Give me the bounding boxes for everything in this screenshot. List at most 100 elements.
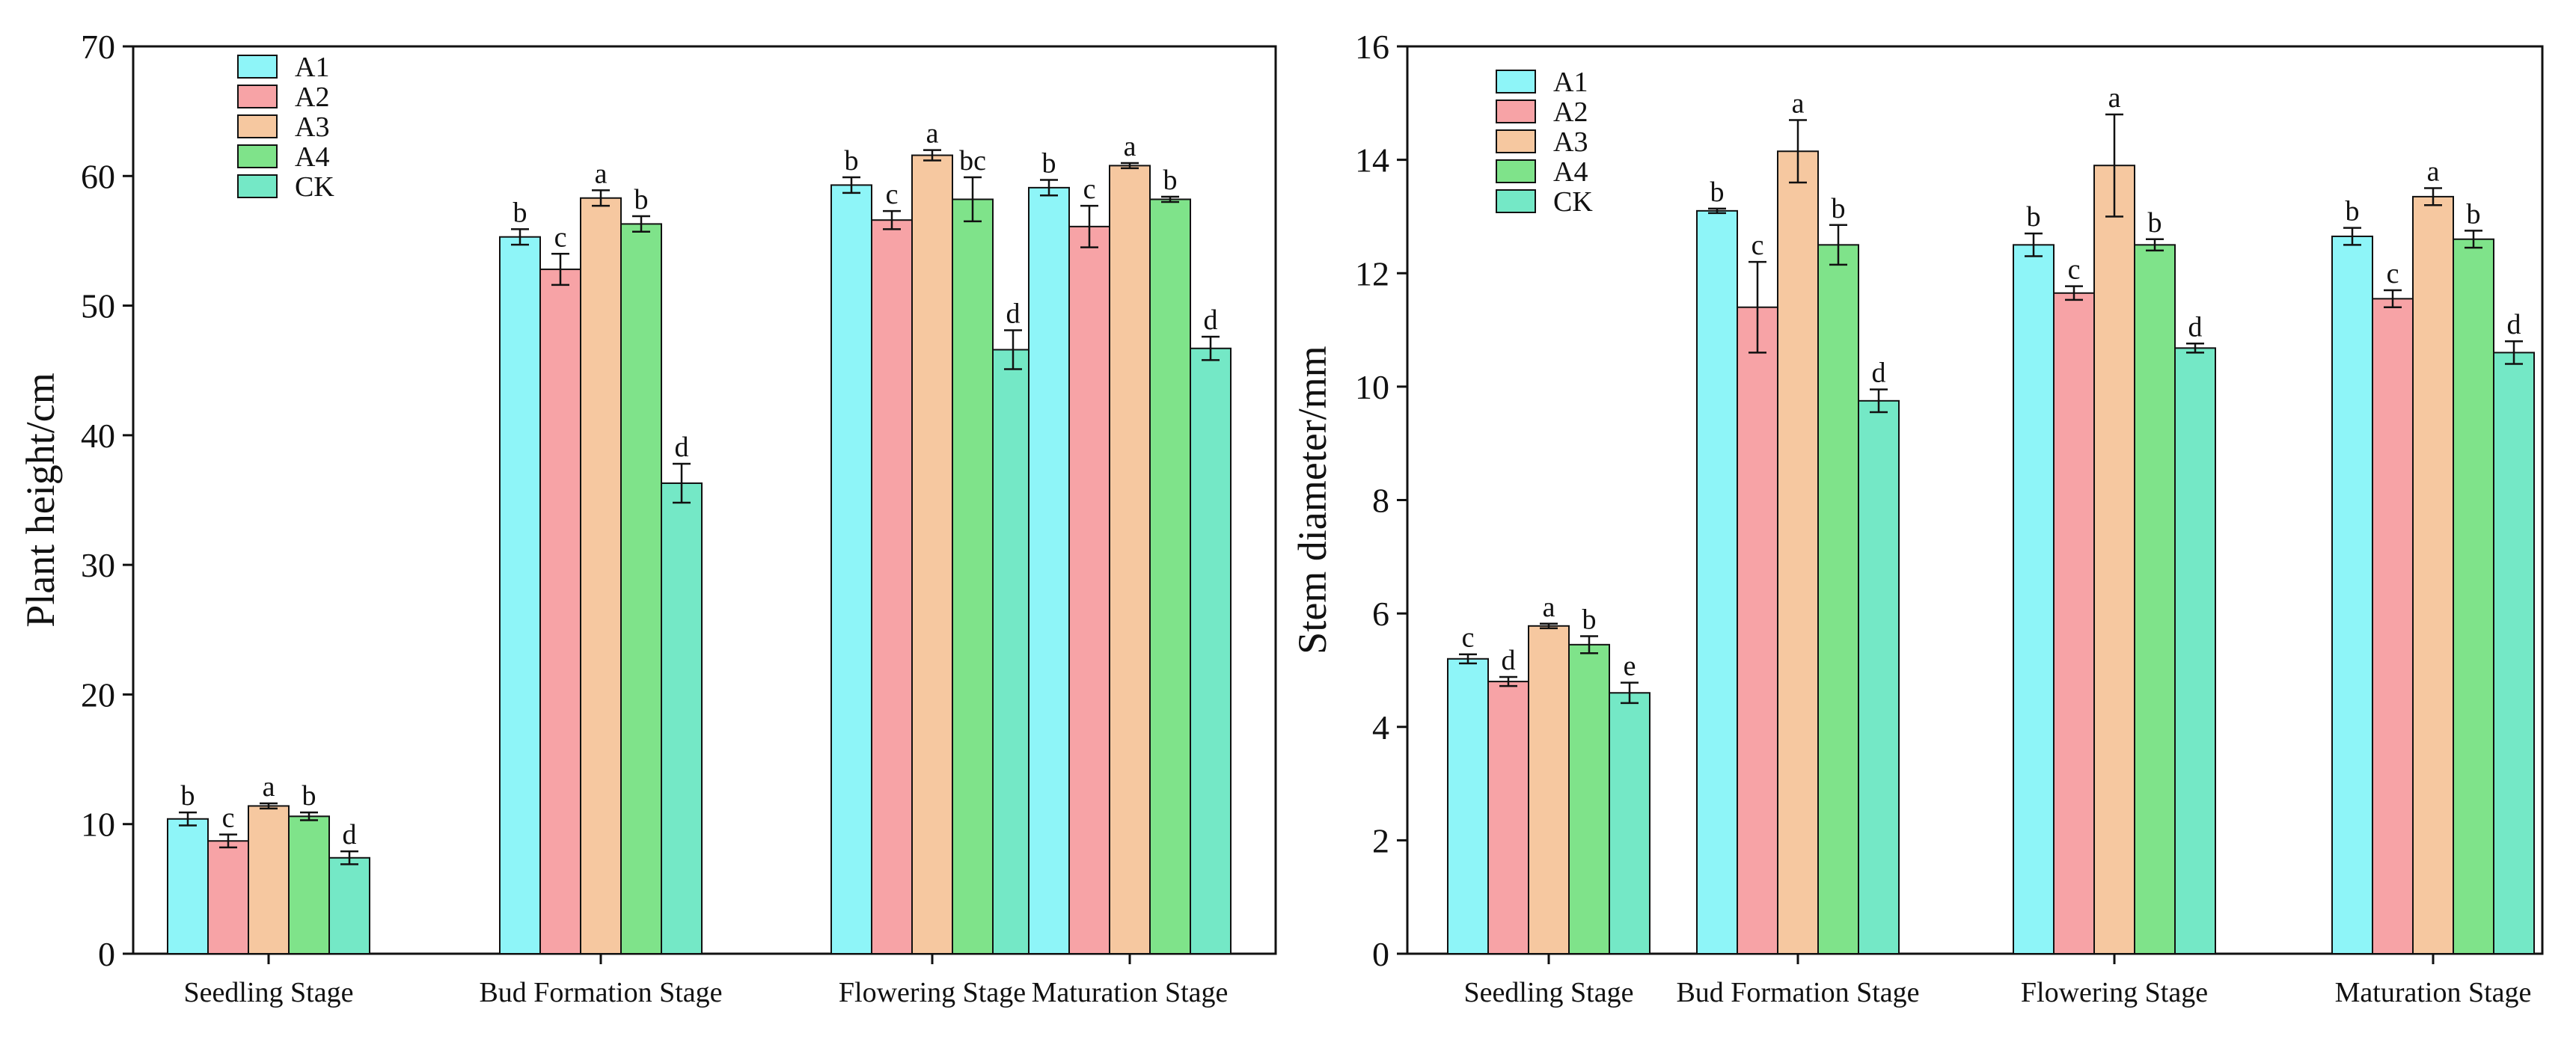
bar-ck	[1609, 692, 1650, 954]
bar-a4	[2134, 244, 2176, 954]
y-tick-label: 10	[1355, 368, 1389, 406]
bar-a1	[499, 236, 541, 955]
bar-a2	[2372, 298, 2414, 955]
bar-a1	[1447, 658, 1489, 955]
y-tick-label: 16	[1355, 28, 1389, 66]
bar-a1	[830, 184, 872, 954]
y-tick-label: 50	[81, 287, 115, 325]
bar-a3	[248, 805, 290, 955]
legend-swatch-a2	[1496, 99, 1536, 123]
significance-letter: b	[1710, 177, 1725, 208]
significance-letter: b	[845, 145, 859, 177]
significance-letter: d	[2188, 311, 2203, 343]
significance-letter: b	[1582, 604, 1597, 635]
significance-letter: a	[2108, 82, 2121, 114]
legend-swatch-ck	[237, 174, 278, 198]
significance-letter: b	[1163, 165, 1178, 196]
y-tick-label: 4	[1372, 708, 1389, 747]
x-tick-label: Flowering Stage	[839, 977, 1026, 1008]
significance-letter: b	[302, 780, 316, 812]
y-tick-label: 12	[1355, 254, 1389, 292]
legend-label: A1	[295, 52, 329, 83]
significance-letter: c	[2068, 254, 2081, 286]
bar-a1	[1028, 186, 1070, 954]
significance-letter: c	[1083, 174, 1096, 205]
x-tick-label: Flowering Stage	[2021, 977, 2208, 1008]
significance-letter: b	[1042, 147, 1056, 179]
chart-stem-diameter: 0 2 4 6 8 10 12 14 16 Stem diameter/mm Seedling St…	[1290, 28, 2544, 1008]
y-tick-label: 2	[1372, 821, 1389, 859]
x-tick-label: Maturation Stage	[1032, 977, 1229, 1008]
significance-letter: c	[554, 221, 567, 253]
y-tick-label: 6	[1372, 595, 1389, 633]
bar-a2	[2053, 292, 2095, 954]
significance-letter: d	[343, 819, 357, 850]
significance-letter: b	[2346, 196, 2360, 227]
chart-plant-height: 0 10 20 30 40 50 60 70 Plant height/cm Seedling S…	[18, 28, 1277, 1008]
significance-letter: b	[2148, 207, 2162, 239]
bar-a3	[1109, 165, 1151, 954]
significance-letter: b	[181, 780, 195, 812]
bar-a2	[539, 269, 581, 954]
significance-letter: a	[263, 771, 275, 803]
bar-a4	[2453, 238, 2494, 954]
bar-a1	[2013, 244, 2055, 954]
significance-letter: d	[1006, 298, 1021, 329]
legend-swatch-a4	[237, 144, 278, 168]
bar-a2	[1068, 225, 1110, 955]
y-axis-label: Stem diameter/mm	[1290, 346, 1335, 654]
bar-a1	[1696, 209, 1738, 954]
legend-label: CK	[295, 171, 334, 203]
bar-ck	[2174, 347, 2216, 954]
legend-swatch-a1	[237, 55, 278, 79]
significance-letter: b	[513, 197, 527, 228]
bar-a3	[1777, 150, 1819, 954]
legend-label: A4	[1553, 156, 1588, 188]
y-tick-label: 8	[1372, 482, 1389, 520]
bar-ck	[1190, 347, 1232, 954]
plot-frame	[132, 45, 1277, 955]
bar-a3	[1528, 625, 1570, 955]
y-tick-label: 40	[81, 417, 115, 455]
significance-letter: e	[1624, 651, 1636, 682]
x-tick-label: Bud Formation Stage	[1676, 977, 1919, 1008]
bar-a4	[1149, 198, 1191, 954]
significance-letter: c	[1462, 622, 1475, 654]
x-tick-label: Seedling Stage	[184, 977, 354, 1008]
significance-letter: b	[634, 184, 649, 215]
bar-ck	[992, 349, 1034, 954]
y-tick-label: 70	[81, 28, 115, 66]
legend-label: A2	[295, 82, 329, 113]
significance-letter: d	[1502, 645, 1516, 676]
significance-letter: bc	[959, 145, 986, 177]
y-axis-label: Plant height/cm	[18, 373, 63, 627]
legend-swatch-a4	[1496, 159, 1536, 183]
bar-a3	[2093, 165, 2135, 954]
significance-letter: a	[1792, 88, 1805, 120]
y-tick-label: 10	[81, 806, 115, 844]
y-tick-label: 14	[1355, 141, 1389, 180]
significance-letter: b	[2467, 198, 2481, 230]
bar-a4	[288, 815, 330, 954]
significance-letter: b	[2027, 201, 2041, 233]
significance-letter: d	[1872, 358, 1886, 389]
y-tick-label: 60	[81, 157, 115, 195]
bar-a2	[1487, 681, 1529, 954]
bar-a3	[2412, 195, 2454, 954]
significance-letter: c	[222, 803, 235, 834]
significance-letter: a	[1543, 592, 1555, 623]
legend-label: A3	[1553, 126, 1588, 158]
legend-swatch-a2	[237, 85, 278, 108]
legend-label: A2	[1553, 96, 1588, 128]
bar-a3	[580, 197, 622, 955]
bar-a2	[871, 219, 913, 954]
legend-label: A1	[1553, 67, 1588, 98]
x-tick-label: Maturation Stage	[2335, 977, 2532, 1008]
significance-letter: d	[675, 432, 689, 463]
significance-letter: c	[886, 179, 899, 210]
legend-swatch-a1	[1496, 70, 1536, 94]
significance-letter: d	[1204, 304, 1218, 336]
bar-a4	[1817, 244, 1859, 954]
significance-letter: d	[2507, 309, 2521, 340]
